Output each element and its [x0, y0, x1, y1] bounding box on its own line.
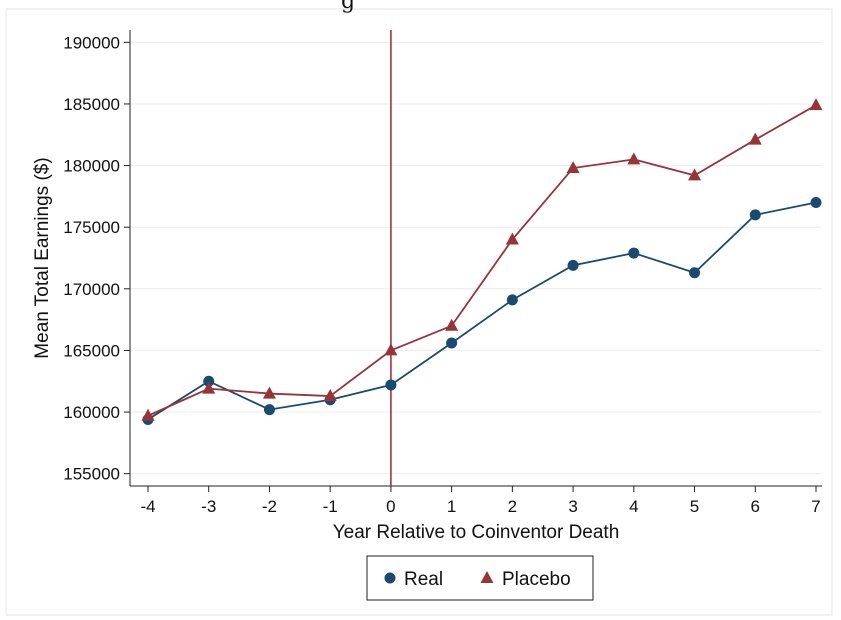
data-point-real — [567, 259, 579, 271]
y-tick-label: 175000 — [63, 218, 120, 237]
y-tick-label: 180000 — [63, 157, 120, 176]
y-tick-label: 155000 — [63, 465, 120, 484]
x-tick-label: 0 — [386, 497, 395, 516]
ticks-layer: 155000 160000 165000 170000 175000 180000 1850… — [63, 33, 820, 516]
series-layer — [141, 98, 823, 425]
legend-marker-placebo — [480, 571, 494, 583]
x-tick-label: 3 — [568, 497, 577, 516]
data-point-real — [506, 294, 518, 306]
data-point-placebo — [262, 386, 276, 399]
data-point-real — [689, 267, 701, 279]
chart-title-fragment: g — [341, 0, 355, 14]
x-tick-label: 6 — [751, 497, 760, 516]
x-tick-label: 2 — [508, 497, 517, 516]
data-point-placebo — [445, 318, 459, 331]
data-point-placebo — [748, 132, 762, 145]
data-point-real — [263, 404, 275, 416]
y-tick-label: 190000 — [63, 33, 120, 52]
data-point-placebo — [323, 389, 337, 402]
data-point-placebo — [384, 343, 398, 356]
y-tick-label: 160000 — [63, 403, 120, 422]
series-line-real — [147, 201, 817, 421]
x-tick-label: -4 — [140, 497, 155, 516]
y-tick-label: 170000 — [63, 280, 120, 299]
grid-layer — [130, 41, 822, 475]
x-tick-label: 1 — [447, 497, 456, 516]
data-point-real — [446, 337, 458, 349]
x-tick-label: 5 — [690, 497, 699, 516]
data-point-placebo — [141, 408, 155, 421]
data-point-placebo — [809, 98, 823, 111]
legend-box — [366, 555, 594, 601]
x-tick-label: -1 — [323, 497, 338, 516]
figure-frame — [5, 8, 833, 616]
data-point-placebo — [505, 232, 519, 245]
legend-label-real: Real — [404, 569, 443, 590]
x-axis-title: Year Relative to Coinventor Death — [333, 522, 620, 543]
legend: Real Placebo — [366, 555, 594, 601]
y-tick-label: 165000 — [63, 341, 120, 360]
legend-label-placebo: Placebo — [502, 569, 571, 590]
data-point-placebo — [202, 381, 216, 394]
x-tick-label: -2 — [262, 497, 277, 516]
y-axis-title: Mean Total Earnings ($) — [32, 157, 53, 358]
data-point-placebo — [627, 152, 641, 165]
data-point-real — [810, 197, 822, 209]
y-tick-label: 185000 — [63, 95, 120, 114]
x-tick-label: -3 — [201, 497, 216, 516]
data-point-real — [749, 209, 761, 221]
data-point-real — [203, 375, 215, 387]
legend-marker-real — [384, 572, 396, 584]
series-line-placebo — [147, 104, 817, 417]
x-tick-label: 4 — [629, 497, 638, 516]
data-point-real — [385, 379, 397, 391]
data-point-real — [628, 247, 640, 259]
x-tick-label: 7 — [811, 497, 820, 516]
data-point-placebo — [688, 168, 702, 181]
data-point-placebo — [566, 161, 580, 174]
